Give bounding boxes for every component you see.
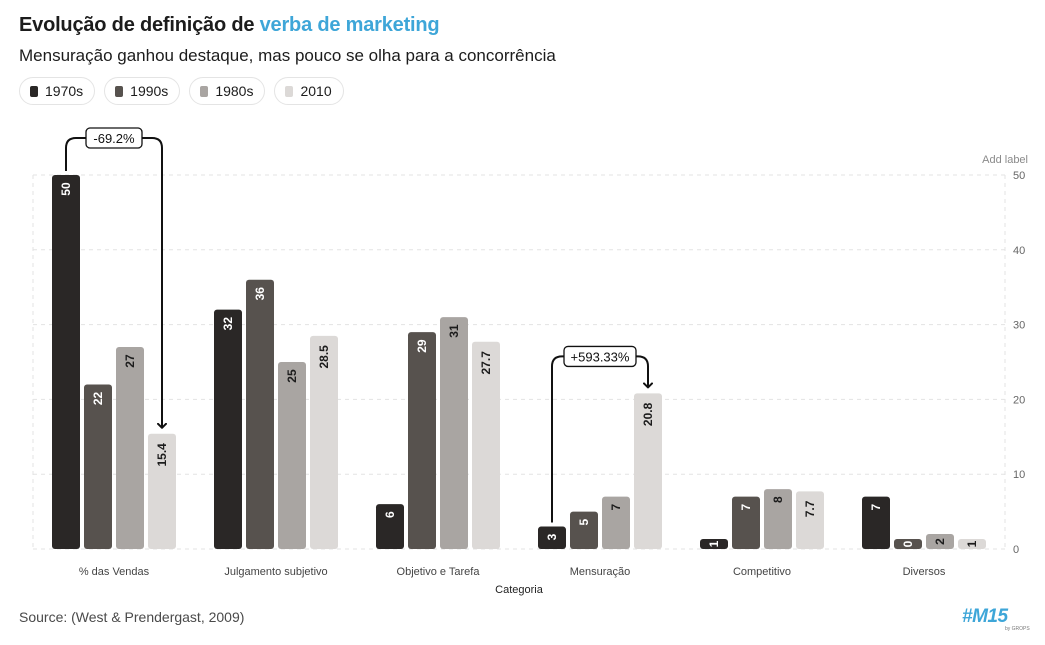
bar-label-competitivo-1990s: 7 — [739, 503, 753, 510]
x-tick-das-vendas: % das Vendas — [79, 566, 150, 578]
bar-label-julgamento-subjetivo-2010: 28.5 — [317, 345, 331, 369]
chart-title-prefix: Evolução de definição de — [19, 14, 260, 36]
bar-label-julgamento-subjetivo-1980s: 25 — [285, 369, 299, 383]
legend-item-1970s[interactable]: 1970s — [19, 77, 96, 105]
bar-label-das-vendas-1980s: 27 — [123, 354, 137, 368]
annotation-arrow-1 — [65, 137, 167, 429]
legend-item-1990s[interactable]: 1990s — [104, 77, 181, 105]
legend-swatch-1970s — [30, 85, 38, 97]
x-tick-objetivo-e-tarefa: Objetivo e Tarefa — [397, 566, 481, 578]
bar-label-das-vendas-1970s: 50 — [59, 182, 73, 196]
y-tick-40: 40 — [1013, 245, 1025, 257]
bar-objetivo-e-tarefa-1980s[interactable] — [440, 317, 468, 549]
bar-label-competitivo-1980s: 8 — [771, 496, 785, 503]
bar-label-objetivo-e-tarefa-2010: 27.7 — [479, 351, 493, 375]
bar-label-objetivo-e-tarefa-1980s: 31 — [447, 324, 461, 338]
source-note: Source: (West & Prendergast, 2009) — [19, 609, 245, 625]
y-tick-50: 50 — [1013, 170, 1025, 182]
legend: 1970s 1990s 1980s 2010 — [19, 77, 344, 105]
bar-diversos-1970s[interactable] — [862, 496, 890, 549]
bar-label-diversos-1990s: 0 — [901, 540, 915, 547]
bar-label-diversos-1970s: 7 — [869, 503, 883, 510]
bar-competitivo-2010[interactable] — [796, 491, 824, 549]
x-tick-julgamento-subjetivo: Julgamento subjetivo — [224, 566, 327, 578]
brand-logo-sub: by GROPS — [1005, 626, 1030, 632]
bar-label-objetivo-e-tarefa-1990s: 29 — [415, 339, 429, 353]
bars-layer: 50222715.432362528.56293127.735720.81787… — [52, 175, 986, 549]
bar-label-diversos-2010: 1 — [965, 540, 979, 547]
x-tick-mensuracao: Mensuração — [570, 566, 631, 578]
bar-julgamento-subjetivo-2010[interactable] — [310, 335, 338, 549]
bar-das-vendas-1990s[interactable] — [84, 384, 112, 549]
bar-julgamento-subjetivo-1990s[interactable] — [246, 279, 274, 549]
bar-mensuracao-1980s[interactable] — [602, 496, 630, 549]
legend-swatch-1980s — [200, 85, 209, 97]
legend-label-1970s: 1970s — [45, 83, 84, 99]
annotation-box-2 — [563, 345, 637, 368]
annotation-arrow-2 — [551, 355, 653, 523]
bar-das-vendas-1980s[interactable] — [116, 347, 144, 549]
annotation-label-1: -69.2% — [93, 131, 135, 146]
bar-objetivo-e-tarefa-2010[interactable] — [472, 341, 500, 549]
bar-label-mensuracao-1980s: 7 — [609, 503, 623, 510]
x-tick-competitivo: Competitivo — [733, 566, 791, 578]
bar-diversos-1990s[interactable] — [894, 539, 922, 549]
bar-label-objetivo-e-tarefa-1970s: 6 — [383, 511, 397, 518]
bar-das-vendas-1970s[interactable] — [52, 175, 80, 549]
bar-label-diversos-1980s: 2 — [933, 538, 947, 545]
bar-objetivo-e-tarefa-1970s[interactable] — [376, 504, 404, 549]
bar-mensuracao-1990s[interactable] — [570, 511, 598, 549]
bar-mensuracao-2010[interactable] — [634, 393, 662, 549]
bar-label-mensuracao-1990s: 5 — [577, 518, 591, 525]
bar-label-julgamento-subjetivo-1990s: 36 — [253, 287, 267, 301]
annotation-box-1 — [85, 127, 143, 149]
bar-competitivo-1980s[interactable] — [764, 489, 792, 549]
legend-swatch-2010 — [285, 85, 294, 97]
x-tick-diversos: Diversos — [903, 566, 946, 578]
bar-label-das-vendas-1990s: 22 — [91, 391, 105, 405]
legend-label-1990s: 1990s — [130, 83, 169, 99]
legend-label-2010: 2010 — [300, 83, 332, 99]
bar-julgamento-subjetivo-1970s[interactable] — [214, 309, 242, 549]
legend-item-2010[interactable]: 2010 — [274, 77, 344, 105]
annotation-layer: -69.2% +593.33% — [65, 127, 653, 523]
bar-das-vendas-2010[interactable] — [148, 433, 176, 549]
y-tick-30: 30 — [1013, 320, 1025, 332]
bar-label-mensuracao-2010: 20.8 — [641, 402, 655, 426]
bar-diversos-2010[interactable] — [958, 539, 986, 549]
y-axis-note[interactable]: Add label — [982, 154, 1028, 166]
bar-julgamento-subjetivo-1980s[interactable] — [278, 362, 306, 549]
bar-objetivo-e-tarefa-1990s[interactable] — [408, 332, 436, 549]
chart-title-accent: verba de marketing — [259, 14, 440, 36]
legend-swatch-1990s — [115, 85, 124, 97]
brand-logo: #M15 — [962, 606, 1008, 627]
bar-diversos-1980s[interactable] — [926, 534, 954, 549]
bar-mensuracao-1970s[interactable] — [538, 526, 566, 549]
bar-label-das-vendas-2010: 15.4 — [155, 443, 169, 467]
bar-competitivo-1970s[interactable] — [700, 539, 728, 549]
annotation-label-2: +593.33% — [571, 349, 630, 364]
bar-label-competitivo-1970s: 1 — [707, 540, 721, 547]
chart-title: Evolução de definição de verba de market… — [19, 14, 440, 37]
y-tick-10: 10 — [1013, 469, 1025, 481]
x-axis-label: Categoria — [495, 584, 544, 596]
bar-label-mensuracao-1970s: 3 — [545, 533, 559, 540]
y-tick-0: 0 — [1013, 544, 1019, 556]
bar-competitivo-1990s[interactable] — [732, 496, 760, 549]
bar-label-competitivo-2010: 7.7 — [803, 500, 817, 517]
y-tick-20: 20 — [1013, 394, 1025, 406]
legend-item-1980s[interactable]: 1980s — [189, 77, 266, 105]
bar-label-julgamento-subjetivo-1970s: 32 — [221, 317, 235, 331]
grid-layer — [32, 174, 1006, 550]
chart-subtitle: Mensuração ganhou destaque, mas pouco se… — [19, 46, 556, 65]
legend-label-1980s: 1980s — [215, 83, 254, 99]
